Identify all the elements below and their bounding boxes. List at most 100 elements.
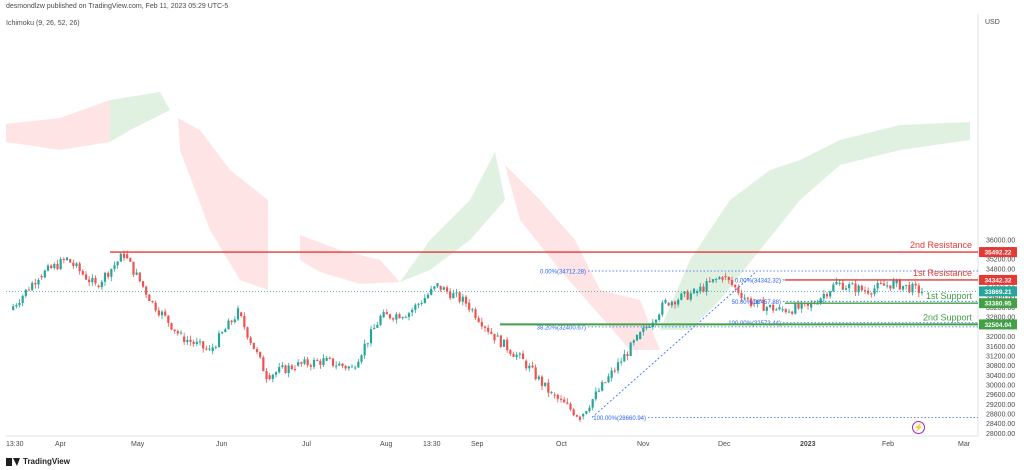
candle-body: [699, 286, 702, 292]
x-tick-label: Sep: [471, 441, 484, 448]
cloud-area: [300, 235, 400, 284]
candle-body: [411, 309, 414, 313]
candle-body: [100, 281, 103, 288]
candle-body: [677, 299, 680, 305]
candle-body: [860, 285, 863, 291]
candle-body: [882, 283, 886, 286]
candle-body: [284, 365, 287, 374]
candle-body: [319, 360, 322, 365]
settings-icon[interactable]: ⚡: [912, 421, 925, 434]
candle-body: [756, 299, 759, 304]
candle-body: [506, 339, 509, 351]
candle-body: [525, 360, 528, 369]
last-price-tag: [979, 286, 1017, 297]
candle-body: [379, 315, 382, 325]
y-tick-label: 35200.00: [986, 257, 1015, 264]
candle-body: [297, 362, 300, 366]
candle-body: [784, 309, 787, 313]
candle-body: [873, 288, 876, 294]
candle-body: [806, 303, 810, 306]
candle-body: [404, 316, 407, 318]
candle-body: [778, 307, 781, 310]
candle-body: [528, 365, 531, 369]
candle-body: [487, 327, 490, 332]
candle-body: [686, 291, 689, 300]
candle-body: [499, 335, 502, 347]
candle-body: [173, 329, 176, 332]
candle-body: [344, 366, 347, 369]
candle-body: [559, 398, 563, 400]
candle-body: [905, 284, 908, 286]
candle-body: [616, 362, 620, 371]
candle-body: [667, 302, 670, 306]
candle-body: [844, 288, 848, 290]
currency-label: USD: [985, 19, 1000, 26]
candle-body: [81, 271, 84, 275]
candle-body: [369, 329, 373, 344]
candle-body: [154, 302, 157, 311]
cloud-area: [660, 122, 970, 330]
candle-body: [708, 281, 711, 283]
candle-body: [889, 285, 892, 289]
candle-body: [471, 309, 474, 311]
candle-body: [746, 297, 749, 299]
candle-body: [582, 413, 585, 417]
candle-body: [727, 276, 730, 281]
level-price-tag: [979, 298, 1017, 309]
candle-body: [271, 374, 274, 380]
level-price-tag: [979, 274, 1017, 285]
candle-body: [338, 363, 341, 366]
candle-body: [794, 303, 797, 314]
candle-body: [97, 285, 100, 288]
candle-body: [322, 358, 325, 365]
candle-body: [157, 310, 160, 316]
cloud-area: [505, 165, 660, 350]
y-tick-label: 31200.00: [986, 353, 1015, 360]
candle-body: [107, 272, 110, 277]
candle-body: [430, 288, 433, 295]
candle-body: [240, 312, 243, 317]
candle-body: [705, 281, 708, 292]
candle-body: [620, 361, 623, 363]
level-name: 2nd Support: [923, 312, 973, 322]
y-tick-label: 33200.00: [986, 305, 1015, 312]
tradingview-logo[interactable]: TradingView: [6, 457, 70, 466]
candle-body: [274, 372, 278, 375]
candle-body: [24, 289, 27, 296]
candle-body: [781, 309, 784, 311]
fib-level-label: 0.00%(34342.32): [735, 278, 781, 284]
y-tick-label: 28400.00: [986, 421, 1015, 428]
candle-body: [670, 301, 673, 306]
candle-body: [290, 365, 293, 369]
level-price-tag: [979, 319, 1017, 330]
candle-body: [293, 368, 297, 370]
candle-body: [825, 293, 829, 297]
candle-body: [848, 284, 851, 289]
candle-body: [53, 263, 56, 269]
candle-body: [56, 263, 59, 270]
level-name: 1st Resistance: [913, 268, 972, 278]
indicator-label[interactable]: Ichimoku (9, 26, 52, 26): [6, 20, 80, 27]
candle-body: [870, 293, 873, 295]
candle-body: [502, 339, 506, 347]
candle-body: [113, 265, 116, 269]
candle-body: [132, 261, 135, 275]
candle-body: [316, 359, 319, 361]
candle-body: [236, 308, 240, 320]
level-price-label: 32504.04: [984, 322, 1011, 329]
candles: [12, 250, 924, 422]
y-tick-label: 32800.00: [986, 315, 1015, 322]
level-price-label: 34342.32: [984, 277, 1011, 284]
candle-body: [531, 365, 534, 368]
candle-body: [195, 341, 198, 344]
fib-level-label: 38.20%(32400.67): [537, 325, 586, 331]
candle-body: [540, 376, 544, 386]
x-tick-label: 13:30: [6, 441, 24, 448]
candle-body: [566, 402, 569, 404]
candle-body: [303, 359, 306, 364]
candle-body: [648, 326, 651, 328]
candle-body: [88, 279, 91, 283]
candle-body: [426, 294, 430, 299]
candle-body: [468, 302, 471, 310]
